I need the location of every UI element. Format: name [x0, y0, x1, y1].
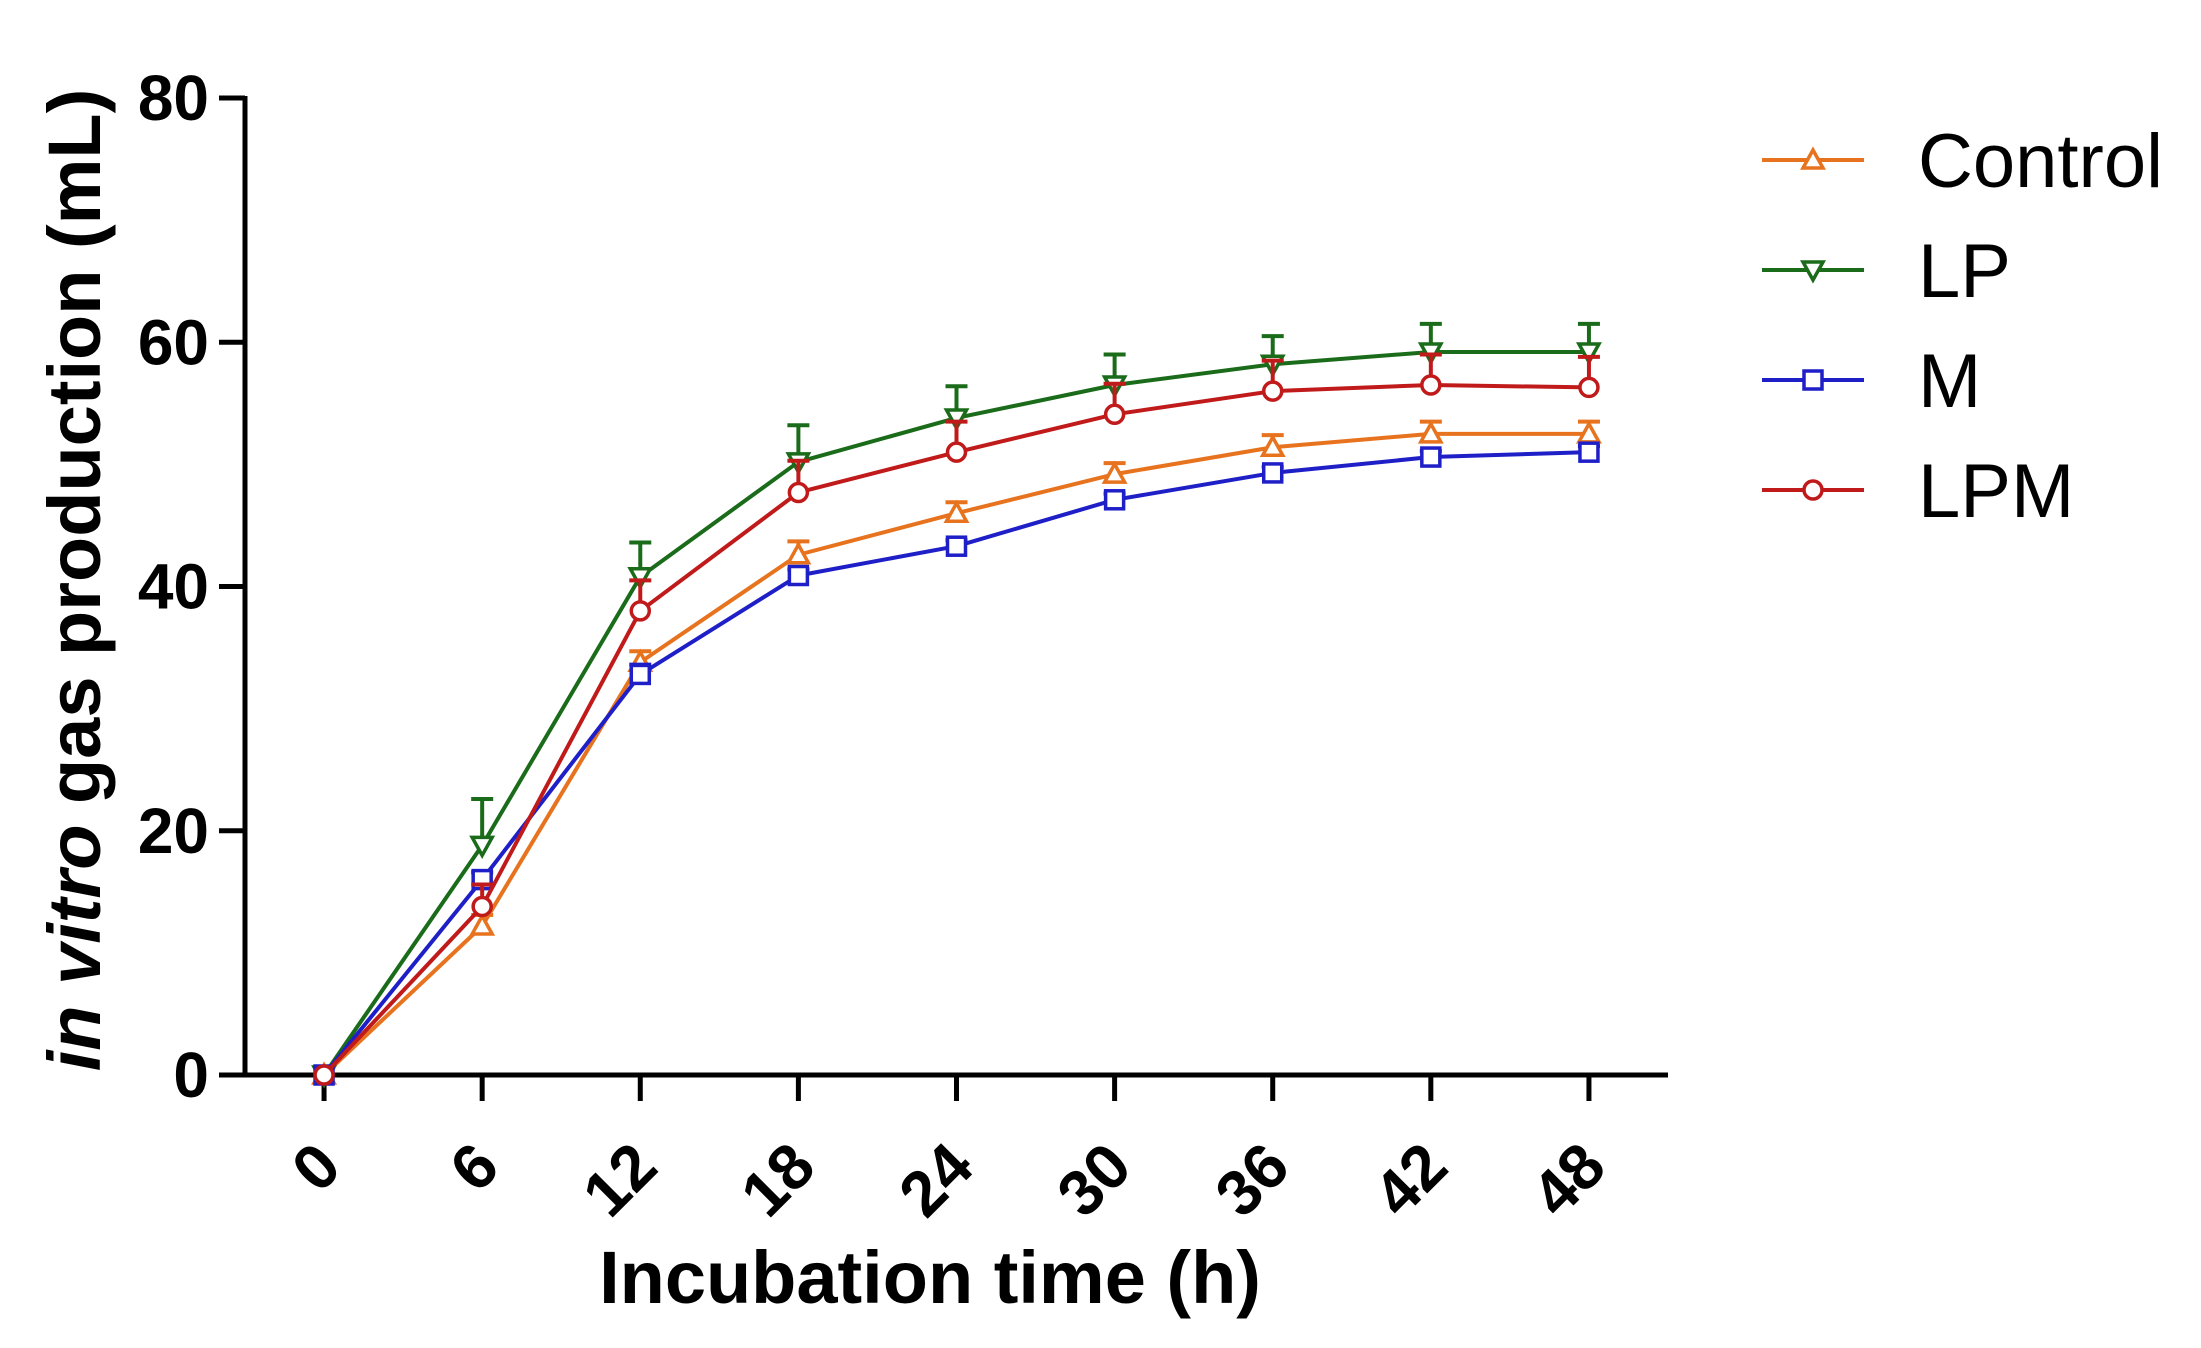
- data-point-m: [945, 535, 968, 557]
- data-point-lp: [1575, 342, 1602, 366]
- x-tick-label: 42: [1359, 1129, 1460, 1230]
- data-point-lpm: [787, 481, 810, 504]
- legend-label-lp: LP: [1918, 229, 2011, 314]
- series-line-lpm: [322, 382, 1589, 1077]
- legend-label-control: Control: [1918, 119, 2163, 204]
- y-axis-title: in vitro gas production (mL): [33, 89, 116, 1072]
- data-point-lpm: [629, 600, 652, 622]
- legend-item-control: Control: [1762, 119, 2163, 204]
- y-tick-label: 20: [138, 795, 209, 867]
- data-point-lpm: [313, 1064, 335, 1086]
- x-tick-label: 24: [885, 1129, 987, 1231]
- y-axis-title-rest: gas production (mL): [33, 89, 116, 825]
- data-point-control: [1417, 420, 1444, 444]
- legend-item-m: M: [1762, 339, 1981, 424]
- series-m: [313, 441, 1600, 1086]
- legend-item-lp: LP: [1762, 229, 2011, 314]
- data-point-lpm: [1261, 380, 1284, 402]
- x-tick-label: 0: [278, 1129, 354, 1205]
- x-tick-label: 12: [569, 1129, 670, 1230]
- x-tick-label: 36: [1201, 1129, 1302, 1230]
- data-point-lpm: [1103, 403, 1126, 426]
- series-line-control: [322, 431, 1589, 1077]
- series-lp: [311, 321, 1602, 1089]
- data-point-m: [629, 663, 652, 686]
- data-point-m: [1420, 446, 1442, 468]
- data-point-m: [1261, 462, 1284, 484]
- y-tick-label: 0: [173, 1039, 209, 1111]
- data-point-lpm: [1420, 374, 1442, 396]
- data-point-m: [787, 564, 810, 587]
- data-point-lpm: [945, 441, 968, 463]
- y-axis-ticks: 0 20 40 60 80: [138, 62, 245, 1111]
- data-point-lp: [943, 408, 970, 432]
- data-point-lp: [627, 566, 654, 591]
- data-point-control: [943, 499, 970, 523]
- data-point-m: [1578, 441, 1600, 463]
- data-point-control: [1259, 433, 1286, 458]
- y-tick-label: 40: [138, 551, 209, 623]
- legend-marker-m: [1802, 369, 1824, 391]
- x-axis-ticks: 0 6 12 18 24 30 36 42 48: [278, 1075, 1619, 1230]
- data-point-control: [785, 541, 812, 565]
- data-point-lpm: [471, 895, 493, 918]
- legend-marker-control: [1800, 146, 1826, 170]
- series-layer: [311, 321, 1602, 1089]
- legend-marker-lp: [1800, 260, 1826, 284]
- legend-label-m: M: [1918, 339, 1981, 424]
- legend-label-lpm: LPM: [1918, 449, 2074, 534]
- x-tick-label: 6: [436, 1129, 512, 1205]
- series-lpm: [313, 352, 1600, 1086]
- series-control: [311, 419, 1602, 1085]
- y-tick-label: 80: [138, 62, 209, 134]
- data-point-m: [1103, 489, 1126, 511]
- x-tick-label: 30: [1043, 1129, 1144, 1230]
- axes: [242, 96, 1668, 1078]
- data-point-lp: [469, 835, 496, 860]
- legend-item-lpm: LPM: [1762, 449, 2074, 534]
- data-point-control: [1575, 420, 1602, 444]
- x-tick-label: 48: [1518, 1129, 1619, 1230]
- y-tick-label: 60: [138, 306, 209, 378]
- y-axis-title-italic: in vitro: [33, 825, 116, 1072]
- data-point-control: [469, 912, 496, 936]
- data-point-lpm: [1578, 376, 1600, 399]
- x-axis-title: Incubation time (h): [599, 1236, 1261, 1319]
- data-point-control: [1101, 460, 1128, 484]
- x-tick-label: 18: [727, 1129, 828, 1230]
- legend-marker-lpm: [1802, 479, 1824, 501]
